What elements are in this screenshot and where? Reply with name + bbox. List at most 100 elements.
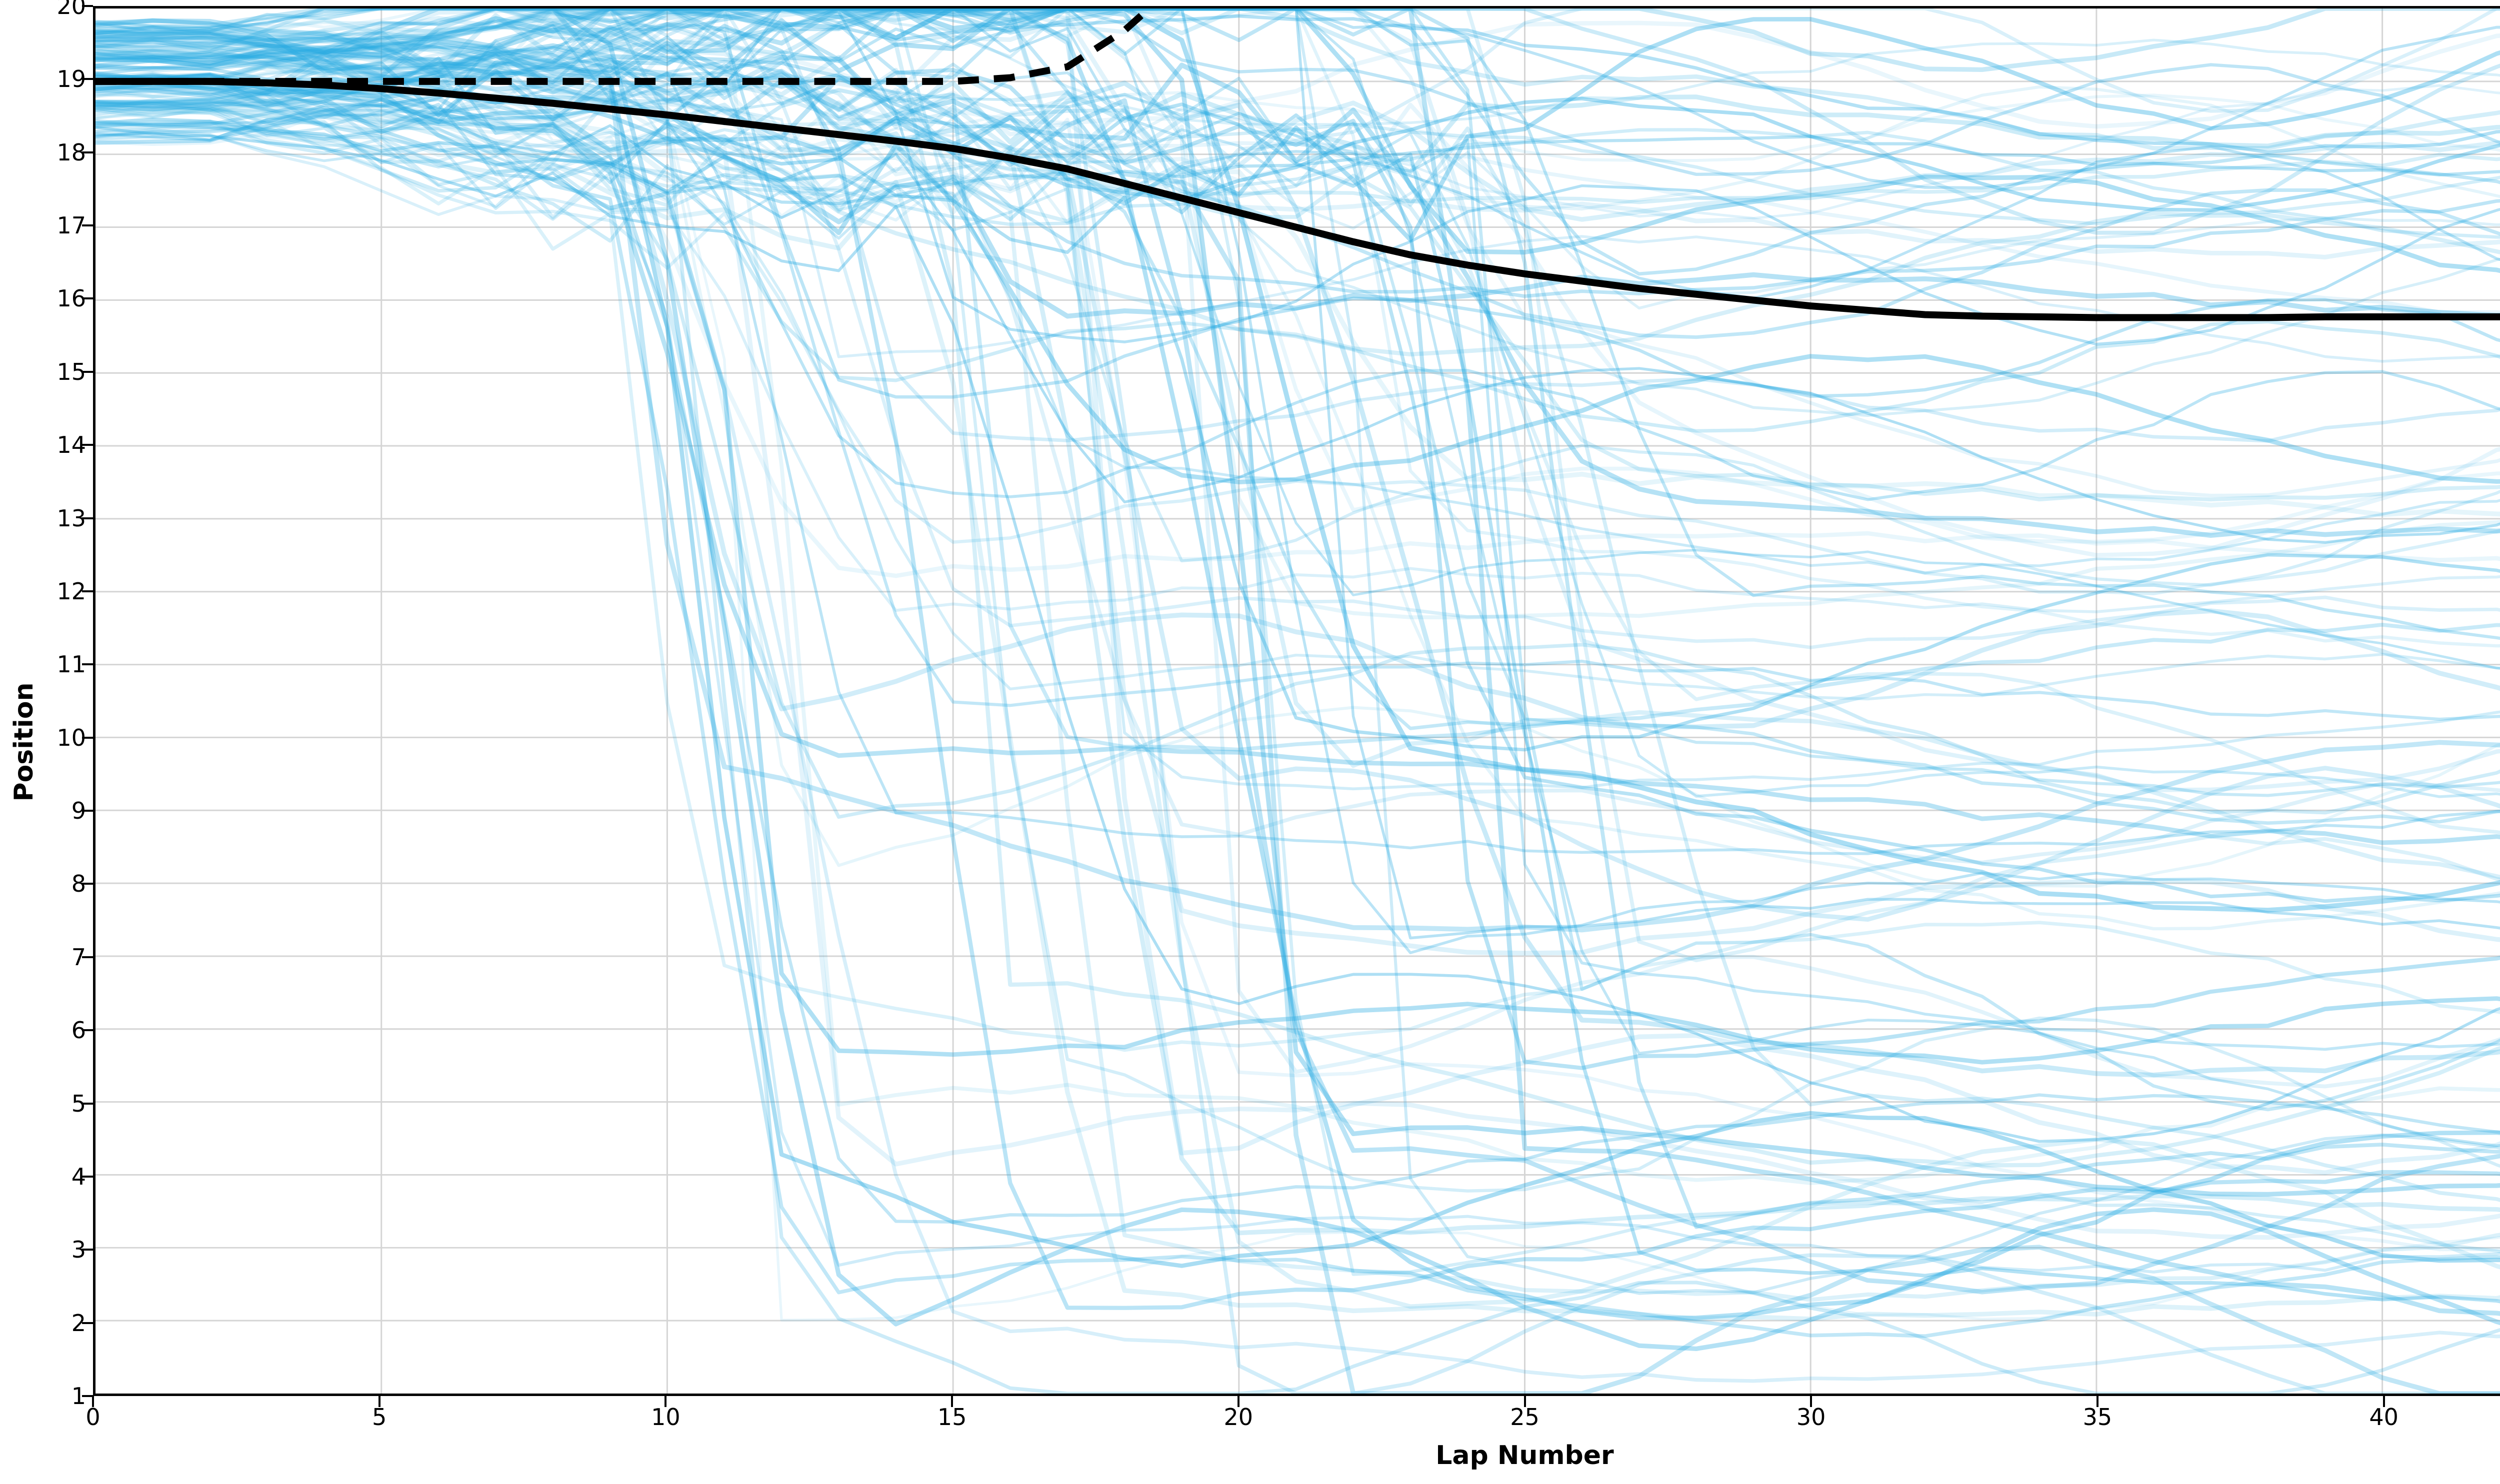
driver-trace — [96, 31, 2500, 501]
plot-canvas — [96, 8, 2500, 1394]
driver-trace — [96, 25, 2500, 363]
driver-trace — [96, 8, 2500, 1089]
x-axis-tick-mark — [2382, 1396, 2385, 1407]
driver-trace — [96, 8, 2500, 346]
driver-trace — [96, 48, 2500, 888]
driver-trace — [96, 8, 2500, 721]
y-axis-tick-mark — [82, 736, 93, 739]
driver-trace — [96, 100, 2500, 819]
x-axis-tick-mark — [92, 1396, 94, 1407]
driver-trace — [96, 89, 2500, 865]
x-axis-tick-mark — [2096, 1396, 2098, 1407]
driver-trace — [96, 120, 2500, 1322]
y-axis-tick-mark — [82, 444, 93, 446]
driver-trace — [96, 8, 2500, 1295]
driver-trace — [96, 8, 2500, 1176]
driver-trace — [96, 134, 2500, 575]
driver-trace — [96, 73, 2500, 845]
y-axis-tick-mark — [82, 5, 93, 7]
driver-trace — [96, 121, 2500, 205]
driver-trace — [96, 31, 2500, 357]
driver-trace — [96, 28, 2500, 1078]
x-axis-title: Lap Number — [1436, 1441, 1614, 1471]
x-axis-tick-label: 25 — [1510, 1404, 1540, 1431]
driver-trace — [96, 16, 2500, 259]
driver-trace — [96, 8, 2500, 955]
y-axis-tick-mark — [82, 663, 93, 666]
x-axis-tick-mark — [1524, 1396, 1526, 1407]
driver-trace — [96, 128, 2500, 613]
driver-trace — [96, 80, 2500, 1240]
y-axis-tick-label: 11 — [56, 651, 86, 678]
x-axis-tick-label: 0 — [86, 1404, 100, 1431]
driver-trace — [96, 104, 2500, 1052]
y-axis-tick-mark — [82, 1395, 93, 1397]
driver-trace — [96, 125, 2500, 544]
y-axis-title: Position — [9, 682, 39, 802]
driver-trace — [96, 78, 2500, 544]
driver-trace — [96, 8, 2500, 940]
driver-trace — [96, 8, 2500, 1352]
driver-trace — [96, 8, 2500, 399]
driver-trace — [96, 8, 2500, 956]
driver-trace — [96, 101, 2500, 931]
driver-trace — [96, 8, 2500, 162]
driver-trace — [96, 8, 2500, 199]
driver-position-traces — [96, 8, 2500, 1394]
driver-trace — [96, 8, 2500, 1276]
driver-trace — [96, 71, 2500, 484]
driver-trace — [96, 34, 2500, 1051]
driver-trace — [96, 106, 2500, 225]
driver-trace — [96, 8, 2500, 1309]
driver-trace — [96, 72, 2500, 1065]
driver-trace — [96, 8, 2500, 649]
driver-trace — [96, 8, 2500, 933]
y-axis-tick-label: 20 — [56, 0, 86, 19]
driver-trace — [96, 105, 2500, 502]
driver-trace — [96, 8, 2500, 1185]
y-axis-tick-mark — [82, 1029, 93, 1032]
driver-trace — [96, 80, 2500, 587]
y-axis-tick-mark — [82, 78, 93, 80]
median-position-line — [96, 8, 1154, 85]
driver-trace — [96, 8, 2500, 498]
driver-trace — [96, 46, 2500, 1252]
driver-trace — [96, 8, 2500, 189]
x-axis-tick-label: 20 — [1224, 1404, 1254, 1431]
gridlines — [96, 8, 2500, 1394]
y-axis-tick-label: 10 — [56, 724, 86, 751]
y-axis-tick-label: 17 — [56, 212, 86, 239]
driver-trace — [96, 35, 2500, 1070]
driver-trace — [96, 8, 2500, 1321]
driver-trace — [96, 8, 2500, 1148]
driver-trace — [96, 8, 2500, 963]
driver-trace — [96, 126, 2500, 1143]
driver-trace — [96, 57, 2500, 620]
driver-trace — [96, 8, 2500, 648]
x-axis-tick-mark — [664, 1396, 667, 1407]
driver-trace — [96, 8, 2500, 1394]
driver-trace — [96, 25, 2500, 922]
y-axis-tick-mark — [82, 1322, 93, 1324]
y-axis-tick-label: 12 — [56, 577, 86, 605]
y-axis-tick-mark — [82, 883, 93, 885]
y-axis-tick-mark — [82, 151, 93, 153]
driver-trace — [96, 18, 2500, 538]
x-axis-tick-mark — [1810, 1396, 1812, 1407]
driver-trace — [96, 48, 2500, 1236]
driver-trace — [96, 8, 2500, 1193]
driver-trace — [96, 117, 2500, 752]
driver-trace — [96, 28, 2500, 797]
y-axis-tick-label: 18 — [56, 138, 86, 166]
x-axis-tick-label: 10 — [651, 1404, 680, 1431]
y-axis-tick-mark — [82, 517, 93, 519]
y-axis-tick-label: 15 — [56, 358, 86, 385]
driver-trace — [96, 23, 2500, 855]
x-axis-tick-label: 5 — [372, 1404, 387, 1431]
driver-trace — [96, 41, 2500, 578]
driver-trace — [96, 13, 2500, 730]
driver-trace — [96, 8, 2500, 150]
y-axis-tick-mark — [82, 810, 93, 812]
driver-trace — [96, 85, 2500, 222]
driver-trace — [96, 8, 2500, 792]
